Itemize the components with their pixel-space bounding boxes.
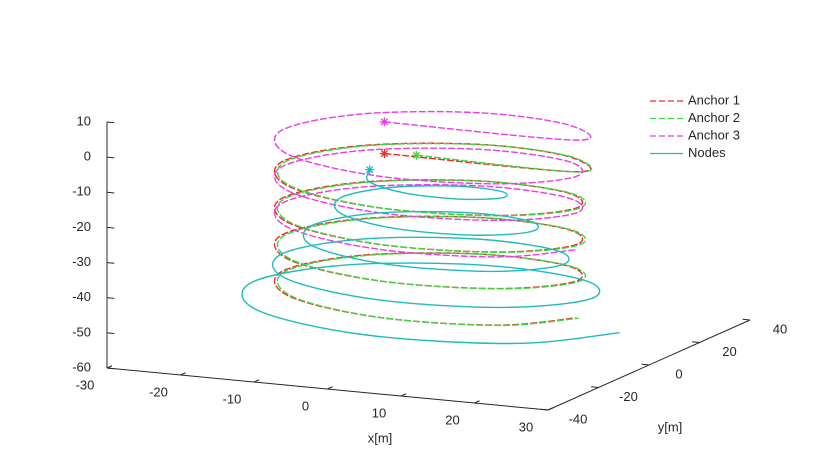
series-line [276, 142, 593, 327]
legend-label: Anchor 2 [688, 110, 740, 125]
z-tick-label: -20 [72, 219, 91, 234]
x-tick-label: 30 [519, 419, 533, 434]
y-tick [692, 341, 700, 343]
y-tick [641, 363, 650, 366]
series-line [241, 169, 620, 345]
x-tick [180, 372, 186, 376]
x-tick-label: 0 [302, 398, 309, 413]
z-tick-label: 10 [77, 113, 91, 128]
z-tick-label: -30 [72, 254, 91, 269]
start-marker [411, 150, 421, 160]
y-tick-label: 20 [722, 344, 736, 359]
x-tick [327, 386, 333, 390]
legend-label: Anchor 3 [688, 127, 740, 142]
x-tick [547, 407, 554, 411]
start-marker [379, 149, 389, 159]
z-tick [106, 121, 115, 124]
x-tick-label: -10 [223, 391, 242, 406]
legend-label: Nodes [688, 145, 726, 160]
y-tick-label: -40 [569, 411, 588, 426]
y-tick-label: 0 [675, 366, 682, 381]
x-tick-label: 10 [372, 405, 386, 420]
series-line [273, 110, 592, 258]
z-tick [106, 367, 115, 370]
z-tick [106, 156, 115, 159]
z-tick [106, 262, 115, 264]
x-tick-label: -20 [149, 384, 168, 399]
start-marker [365, 165, 375, 175]
y-tick [742, 318, 751, 321]
z-tick-label: -40 [72, 289, 91, 304]
x-axis-label: x[m] [368, 430, 393, 445]
x-tick [400, 393, 407, 397]
x-tick [253, 379, 260, 383]
y-tick-label: 40 [773, 321, 787, 336]
y-axis-label: y[m] [658, 419, 683, 434]
x-tick [474, 400, 480, 404]
start-marker [379, 117, 389, 127]
z-tick-label: -50 [72, 324, 91, 339]
z-tick [106, 191, 115, 194]
z-tick [106, 332, 115, 335]
x-tick-label: -30 [76, 377, 95, 392]
z-tick [106, 297, 115, 299]
y-tick [591, 386, 599, 388]
z-tick [106, 226, 115, 229]
z-tick-label: -10 [72, 184, 91, 199]
legend-label: Anchor 1 [688, 92, 740, 107]
y-tick [540, 408, 549, 411]
x-tick-label: 20 [445, 412, 459, 427]
z-tick-label: -60 [72, 359, 91, 374]
y-tick-label: -20 [619, 389, 638, 404]
z-tick-label: 0 [84, 149, 91, 164]
legend: Anchor 1 Anchor 2 Anchor 3 Nodes [650, 92, 740, 160]
